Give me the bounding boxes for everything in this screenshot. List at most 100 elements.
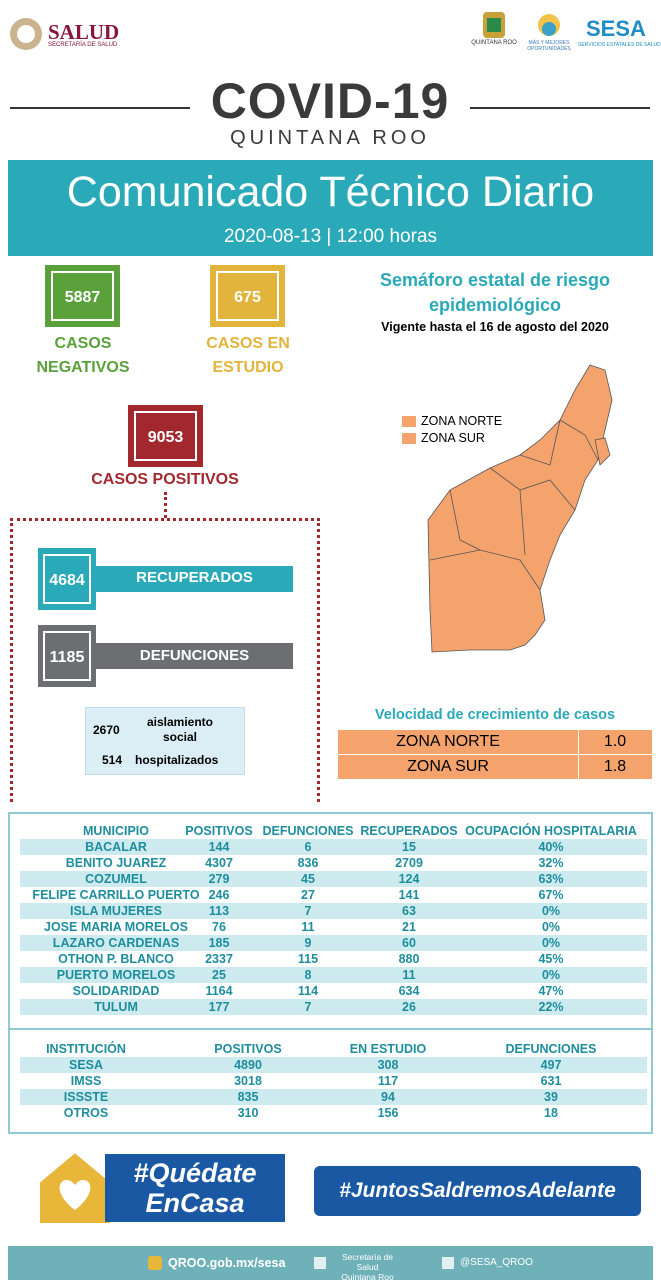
header-cell: DEFUNCIONES bbox=[505, 1042, 597, 1056]
table-cell: 8 bbox=[304, 968, 312, 982]
table-cell: 246 bbox=[208, 888, 230, 902]
positivos-label: CASOS POSITIVOS bbox=[91, 471, 239, 488]
table-cell: BENITO JUAREZ bbox=[65, 856, 167, 870]
hospitalizados-label: hospitalizados bbox=[135, 753, 219, 767]
positivos-value: 9053 bbox=[134, 411, 197, 461]
table-cell: 2337 bbox=[205, 952, 233, 966]
table-row: TULUM 177 7 26 22% bbox=[20, 999, 647, 1015]
table-cell: 4890 bbox=[234, 1058, 262, 1072]
table-row: FELIPE CARRILLO PUERTO 246 27 141 67% bbox=[20, 887, 647, 903]
table-row: IMSS 3018 117 631 bbox=[20, 1073, 647, 1089]
table-cell: 2709 bbox=[395, 856, 423, 870]
table-cell: PUERTO MORELOS bbox=[56, 968, 176, 982]
header-cell: POSITIVOS bbox=[214, 1042, 282, 1056]
table-cell: 144 bbox=[208, 840, 230, 854]
label-line: aislamiento bbox=[146, 715, 214, 729]
table-cell: 156 bbox=[377, 1106, 399, 1120]
map bbox=[427, 364, 613, 653]
recuperados-box: 4684 bbox=[38, 548, 96, 610]
negativos-value: 5887 bbox=[51, 271, 114, 321]
table-cell: OTHON P. BLANCO bbox=[58, 952, 174, 966]
table-cell: BACALAR bbox=[85, 840, 147, 854]
table-cell: 45% bbox=[538, 952, 564, 966]
table-cell: 32% bbox=[538, 856, 564, 870]
aislamiento-label: aislamiento social bbox=[140, 715, 220, 745]
header-cell: POSITIVOS bbox=[185, 824, 253, 838]
table-cell: 279 bbox=[208, 872, 230, 886]
aislamiento-value: 2670 bbox=[93, 723, 120, 737]
text-line: Quintana Roo bbox=[341, 1272, 394, 1282]
table-cell: 117 bbox=[377, 1074, 399, 1088]
semaforo-title: Semáforo estatal de riesgo epidemiológico bbox=[340, 268, 650, 318]
table-row: ISSSTE 835 94 39 bbox=[20, 1089, 647, 1105]
defunciones-label: DEFUNCIONES bbox=[139, 647, 250, 664]
quedate-bg bbox=[105, 1154, 285, 1222]
table-header: INSTITUCIÓN POSITIVOS EN ESTUDIO DEFUNCIONE… bbox=[20, 1041, 647, 1057]
table-cell: LAZARO CARDENAS bbox=[52, 936, 180, 950]
table-cell: 67% bbox=[538, 888, 564, 902]
table-cell: 835 bbox=[237, 1090, 259, 1104]
table-cell: 11 bbox=[402, 968, 416, 982]
banner-title: Comunicado Técnico Diario bbox=[66, 168, 595, 216]
detail-box bbox=[85, 707, 245, 775]
label-line: CASOS bbox=[54, 335, 112, 352]
legend-label: ZONA SUR bbox=[421, 431, 485, 445]
table-cell: 94 bbox=[381, 1090, 395, 1104]
table-row: JOSE MARIA MORELOS 76 11 21 0% bbox=[20, 919, 647, 935]
dotted-frame bbox=[10, 518, 320, 802]
tw-icon bbox=[442, 1257, 454, 1269]
header-cell: RECUPERADOS bbox=[360, 824, 458, 838]
label-line: NEGATIVOS bbox=[36, 359, 130, 376]
table-cell: 26 bbox=[402, 1000, 416, 1014]
recuperados-label: RECUPERADOS bbox=[136, 569, 253, 586]
salud-sub: SECRETARÍA DE SALUD bbox=[48, 42, 118, 48]
velocidad-row bbox=[338, 730, 652, 754]
table-cell: 308 bbox=[377, 1058, 399, 1072]
table-cell: 177 bbox=[208, 1000, 230, 1014]
table-cell: 141 bbox=[398, 888, 420, 902]
table-row: SESA 4890 308 497 bbox=[20, 1057, 647, 1073]
table-cell: 25 bbox=[212, 968, 226, 982]
table-row: BACALAR 144 6 15 40% bbox=[20, 839, 647, 855]
table-cell: 45 bbox=[301, 872, 315, 886]
table-cell: 63% bbox=[538, 872, 564, 886]
fb-link[interactable]: Secretaría de Salud Quintana Roo bbox=[330, 1252, 405, 1282]
table-cell: 22% bbox=[538, 1000, 564, 1014]
table-cell: 124 bbox=[398, 872, 420, 886]
banner bbox=[8, 160, 653, 256]
tw-link[interactable]: @SESA_QROO bbox=[460, 1257, 533, 1268]
negativos-box: 5887 bbox=[45, 265, 120, 327]
recuperados-bar bbox=[96, 566, 293, 592]
header-cell: EN ESTUDIO bbox=[349, 1042, 427, 1056]
header-cell: INSTITUCIÓN bbox=[46, 1042, 126, 1056]
header-cell: DEFUNCIONES bbox=[262, 824, 354, 838]
text-line: EnCasa bbox=[145, 1188, 245, 1218]
table-cell: 497 bbox=[540, 1058, 562, 1072]
table-cell: 40% bbox=[538, 840, 564, 854]
table-cell: SESA bbox=[68, 1058, 104, 1072]
table-cell: 115 bbox=[297, 952, 319, 966]
table-row: COZUMEL 279 45 124 63% bbox=[20, 871, 647, 887]
house-icon bbox=[38, 1150, 112, 1225]
table-row: LAZARO CARDENAS 185 9 60 0% bbox=[20, 935, 647, 951]
table-row: ISLA MUJERES 113 7 63 0% bbox=[20, 903, 647, 919]
table-cell: 7 bbox=[304, 1000, 312, 1014]
web-link[interactable]: QROO.gob.mx/sesa bbox=[168, 1256, 286, 1270]
table-cell: 7 bbox=[304, 904, 312, 918]
estudio-box: 675 bbox=[210, 265, 285, 327]
web-icon bbox=[148, 1256, 162, 1270]
text-line: Secretaría de Salud bbox=[341, 1252, 394, 1272]
zona-name: ZONA NORTE bbox=[396, 733, 500, 750]
table-row: BENITO JUAREZ 4307 836 2709 32% bbox=[20, 855, 647, 871]
text-line: #Quédate bbox=[133, 1158, 257, 1188]
table-cell: 6 bbox=[304, 840, 312, 854]
fb-icon bbox=[314, 1257, 326, 1269]
rule-left bbox=[10, 107, 190, 109]
table-row: SOLIDARIDAD 1164 114 634 47% bbox=[20, 983, 647, 999]
covid-sub: QUINTANA ROO bbox=[230, 127, 430, 149]
table-cell: 185 bbox=[208, 936, 230, 950]
mas-emblem bbox=[538, 14, 560, 36]
table-cell: IMSS bbox=[70, 1074, 102, 1088]
table-cell: 9 bbox=[304, 936, 312, 950]
